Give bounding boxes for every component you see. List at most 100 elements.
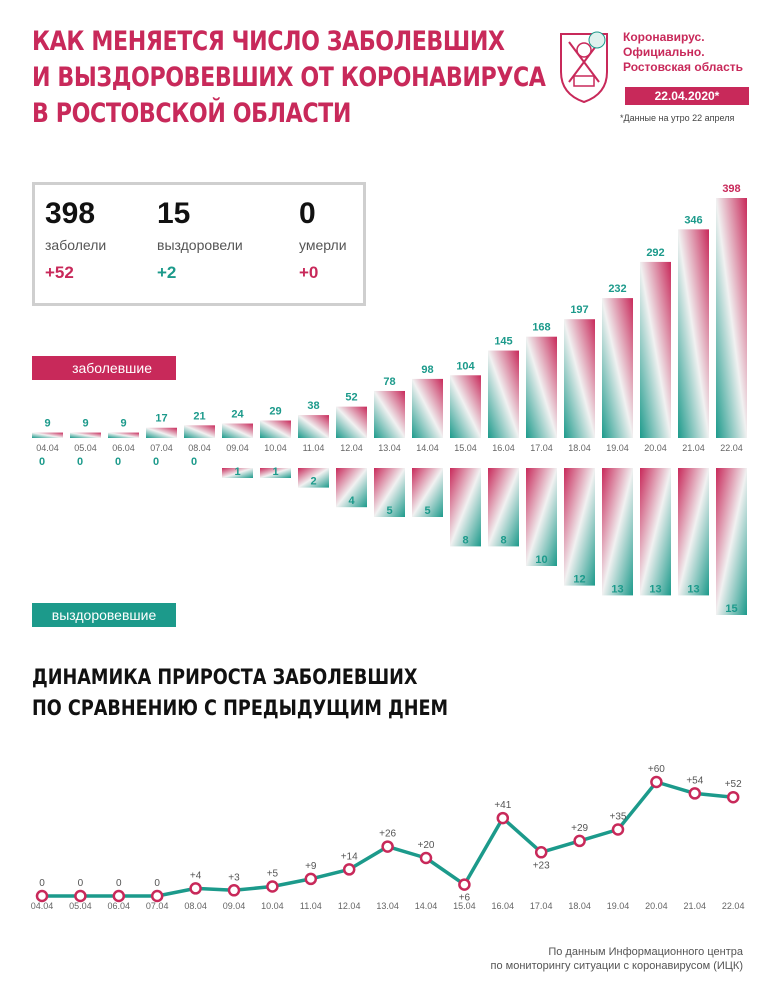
sick-bar: [222, 423, 253, 438]
recovered-bar-label: 5: [386, 505, 392, 517]
growth-value-label: 0: [154, 878, 160, 889]
recovered-bar-label: 15: [725, 603, 737, 615]
growth-value-label: +9: [305, 861, 317, 872]
growth-point: [381, 840, 394, 853]
recovered-bar: [336, 468, 367, 508]
growth-value-label: +6: [459, 893, 471, 904]
recovered-bar: [640, 468, 671, 596]
recovered-bar-label: 0: [39, 456, 45, 468]
growth-point: [150, 889, 164, 903]
bar-date-label: 13.04: [378, 443, 401, 453]
line-date-label: 14.04: [415, 901, 438, 911]
line-date-label: 11.04: [300, 901, 322, 911]
footer-line-1: По данным Информационного центра: [548, 946, 743, 958]
recovered-bar-label: 1: [272, 466, 278, 478]
growth-point: [419, 851, 433, 865]
stat-died-value: 0: [299, 197, 316, 230]
bar-date-label: 17.04: [530, 443, 553, 453]
sick-bar-label: 232: [608, 283, 626, 295]
sick-bar: [146, 427, 177, 438]
growth-value-label: 0: [116, 878, 122, 889]
growth-point: [650, 775, 663, 789]
line-date-label: 04.04: [31, 901, 54, 911]
growth-value-label: +54: [686, 775, 703, 786]
stat-recovered-delta: +2: [157, 263, 177, 282]
stat-recovered-label: выздоровели: [157, 237, 243, 253]
recovered-bar: [678, 468, 709, 596]
recovered-bar-label: 13: [649, 583, 661, 595]
bar-date-label: 08.04: [188, 443, 211, 453]
sick-bar-label: 24: [231, 409, 244, 421]
growth-point: [304, 872, 318, 886]
growth-point: [726, 790, 740, 804]
bar-date-label: 15.04: [454, 443, 477, 453]
sick-bar-label: 17: [155, 413, 167, 425]
line-date-label: 18.04: [568, 901, 591, 911]
brand-text: Коронавирус. Официально. Ростовская обла…: [623, 30, 773, 75]
recovered-bar: [222, 468, 253, 478]
bar-date-label: 12.04: [340, 443, 363, 453]
sick-bar-label: 9: [82, 418, 88, 430]
growth-value-label: +23: [533, 860, 550, 871]
growth-value-label: +14: [341, 851, 358, 862]
growth-point: [74, 889, 87, 903]
growth-point: [35, 889, 49, 903]
sick-bar: [678, 229, 709, 438]
stat-sick-delta: +52: [45, 263, 74, 282]
stat-sick-label: заболели: [45, 237, 107, 253]
growth-value-label: 0: [78, 878, 84, 889]
line-chart-title: ДИНАМИКА ПРИРОСТА ЗАБОЛЕВШИХ ПО СРАВНЕНИ…: [32, 662, 448, 724]
recovered-bar: [602, 468, 633, 596]
stat-recovered-value: 15: [157, 197, 191, 230]
brand-line-3: Ростовская область: [623, 60, 744, 74]
line-date-label: 09.04: [223, 901, 246, 911]
sick-bar-label: 98: [421, 364, 433, 376]
sick-bar: [374, 390, 405, 438]
growth-point: [611, 823, 625, 836]
data-note: *Данные на утро 22 апреля: [620, 113, 735, 123]
brand-line-2: Официально.: [623, 45, 705, 59]
growth-point: [534, 846, 548, 859]
growth-point: [573, 834, 586, 848]
growth-point: [342, 863, 356, 876]
bar-date-label: 14.04: [416, 443, 439, 453]
recovered-series-label: выздоровевшие: [32, 603, 176, 627]
recovered-bar-label: 8: [500, 534, 506, 546]
line-date-label: 10.04: [261, 901, 284, 911]
growth-value-label: +41: [494, 800, 511, 811]
bar-date-label: 19.04: [606, 443, 629, 453]
line-date-label: 05.04: [69, 901, 92, 911]
stat-recovered: 15 выздоровели +2: [157, 197, 243, 283]
line-date-label: 15.04: [453, 901, 476, 911]
bar-date-label: 18.04: [568, 443, 591, 453]
bar-date-label: 16.04: [492, 443, 515, 453]
growth-value-label: +35: [610, 812, 627, 823]
bar-date-label: 22.04: [720, 443, 743, 453]
bar-date-label: 05.04: [74, 443, 97, 453]
recovered-bar-label: 13: [611, 583, 623, 595]
recovered-bar: [526, 468, 557, 566]
sick-bar-label: 104: [456, 360, 475, 372]
recovered-bar-label: 0: [77, 456, 83, 468]
bar-date-label: 04.04: [36, 443, 59, 453]
sick-bar: [526, 336, 557, 438]
stat-died-label: умерли: [299, 237, 347, 253]
line-date-label: 17.04: [530, 901, 553, 911]
sick-bar-label: 145: [494, 336, 512, 348]
bar-date-label: 10.04: [264, 443, 287, 453]
recovered-bar-label: 4: [348, 495, 355, 507]
source-footer: По данным Информационного центра по мони…: [491, 945, 743, 973]
stats-panel: 398 заболели +52 15 выздоровели +2 0 уме…: [32, 182, 366, 306]
sick-bar: [336, 406, 367, 438]
sick-bar: [602, 298, 633, 438]
growth-value-label: +26: [379, 829, 396, 840]
sick-bar: [32, 432, 63, 438]
growth-point: [189, 882, 202, 895]
growth-value-label: +5: [267, 869, 279, 880]
bar-date-label: 21.04: [682, 443, 705, 453]
stat-died: 0 умерли +0: [299, 197, 347, 283]
sick-bar-label: 9: [44, 418, 50, 430]
sick-bar: [640, 261, 671, 438]
growth-point: [266, 880, 279, 893]
